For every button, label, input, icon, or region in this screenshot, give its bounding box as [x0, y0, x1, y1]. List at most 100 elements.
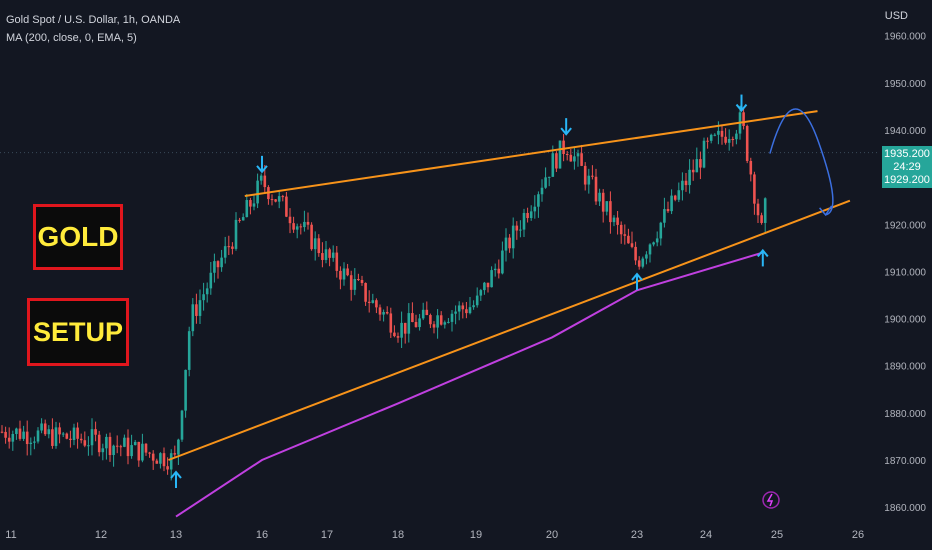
candle-body — [36, 430, 40, 442]
candle-body — [691, 169, 695, 173]
candle-body — [29, 442, 33, 445]
gold-badge: GOLD — [33, 204, 123, 270]
candle-body — [223, 246, 227, 258]
candle-body — [108, 436, 112, 456]
x-tick-label: 24 — [700, 529, 712, 541]
candle-body — [724, 136, 727, 143]
candle-body — [490, 270, 493, 288]
candle-body — [673, 195, 677, 200]
candle-body — [187, 331, 191, 370]
candle-body — [663, 209, 666, 223]
candle-body — [281, 196, 285, 198]
candle-body — [249, 200, 252, 207]
candle-body — [616, 217, 619, 225]
candle-body — [177, 439, 180, 455]
candle-body — [699, 159, 702, 168]
candle-body — [731, 139, 735, 141]
candle-body — [749, 160, 753, 175]
forecast-arrowhead — [819, 205, 833, 217]
candle-body — [709, 134, 713, 141]
candle-body — [695, 159, 699, 173]
x-tick-label: 26 — [852, 529, 864, 541]
candle-body — [148, 452, 151, 454]
candle-body — [61, 433, 65, 435]
candle-body — [645, 254, 648, 259]
candle-body — [339, 270, 342, 280]
candle-body — [670, 195, 673, 212]
candle-body — [47, 429, 51, 435]
candle-body — [504, 237, 508, 251]
y-tick-label: 1960.000 — [884, 32, 926, 43]
candle-body — [54, 427, 58, 446]
ema-200-line — [175, 251, 764, 518]
candle-body — [234, 219, 238, 249]
candle-body — [328, 249, 331, 258]
candle-body — [472, 305, 475, 308]
candle-body — [677, 190, 681, 200]
candle-body — [94, 429, 97, 435]
candle-body — [353, 278, 357, 290]
currency-label: USD — [884, 10, 908, 22]
candle-body — [130, 445, 133, 457]
symbol-title[interactable]: Gold Spot / U.S. Dollar, 1h, OANDA — [6, 14, 181, 26]
candle-body — [457, 305, 461, 312]
candle-body — [263, 175, 267, 188]
candle-body — [112, 445, 115, 456]
candle-body — [439, 315, 443, 325]
candle-body — [605, 201, 609, 212]
candle-body — [72, 427, 76, 441]
candle-body — [652, 242, 655, 245]
candle-body — [702, 140, 706, 168]
candle-body — [447, 321, 450, 323]
candle-body — [87, 445, 90, 447]
arrow-up-icon — [170, 470, 182, 488]
candle-body — [205, 288, 209, 295]
candle-body — [612, 217, 616, 223]
y-tick-label: 1870.000 — [884, 456, 926, 467]
candle-body — [83, 440, 87, 446]
candle-body — [551, 153, 555, 177]
candle-body — [15, 428, 18, 435]
candle-body — [573, 156, 576, 162]
resistance-trendline — [244, 110, 818, 197]
candle-body — [349, 275, 353, 290]
candle-body — [666, 209, 670, 212]
candle-body — [191, 304, 195, 332]
candle-body — [619, 224, 623, 235]
candle-body — [151, 453, 155, 461]
y-tick-label: 1880.000 — [884, 409, 926, 420]
candle-body — [742, 112, 745, 126]
candle-body — [220, 257, 223, 268]
candle-body — [400, 322, 403, 338]
candle-body — [213, 261, 216, 273]
x-tick-label: 19 — [470, 529, 482, 541]
candle-body — [198, 300, 202, 316]
candle-body — [159, 453, 162, 464]
candle-body — [533, 206, 537, 212]
candle-body — [483, 282, 486, 291]
candle-body — [450, 313, 454, 322]
y-tick-label: 1940.000 — [884, 126, 926, 137]
candle-body — [216, 261, 220, 268]
candle-body — [324, 249, 328, 260]
candle-body — [317, 238, 321, 254]
x-tick-label: 11 — [5, 529, 16, 541]
x-tick-label: 16 — [256, 529, 268, 541]
candle-body — [357, 278, 360, 280]
indicator-label[interactable]: MA (200, close, 0, EMA, 5) — [6, 32, 137, 44]
candle-body — [227, 246, 231, 248]
candle-body — [43, 423, 47, 435]
candle-body — [259, 175, 263, 181]
candle-body — [519, 229, 522, 231]
candle-body — [378, 307, 382, 315]
candle-body — [25, 431, 29, 445]
candle-body — [659, 222, 663, 239]
candle-body — [22, 431, 25, 439]
candle-body — [335, 252, 339, 271]
candle-body — [238, 219, 241, 221]
candle-body — [79, 438, 83, 441]
arrow-up-icon — [631, 272, 643, 290]
candle-body — [195, 304, 198, 316]
candle-body — [425, 309, 429, 316]
